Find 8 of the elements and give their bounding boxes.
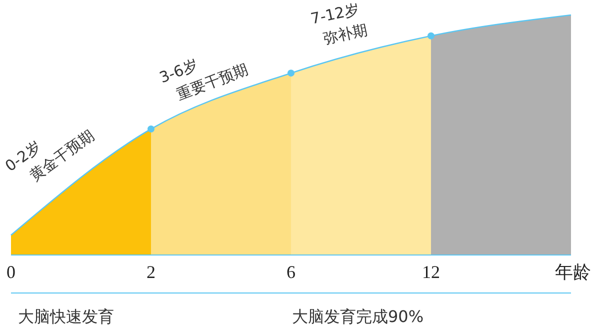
x-tick-label: 12: [422, 262, 440, 282]
annotation: 弥补期: [321, 20, 370, 48]
x-tick-label: 0: [6, 262, 16, 282]
text: 大脑发育完成90%: [292, 307, 424, 326]
x-axis-title: 年龄: [555, 262, 591, 283]
text: 大脑快速发育: [18, 307, 114, 326]
x-tick-label: 6: [286, 262, 296, 282]
x-tick-label: 2: [146, 262, 156, 282]
